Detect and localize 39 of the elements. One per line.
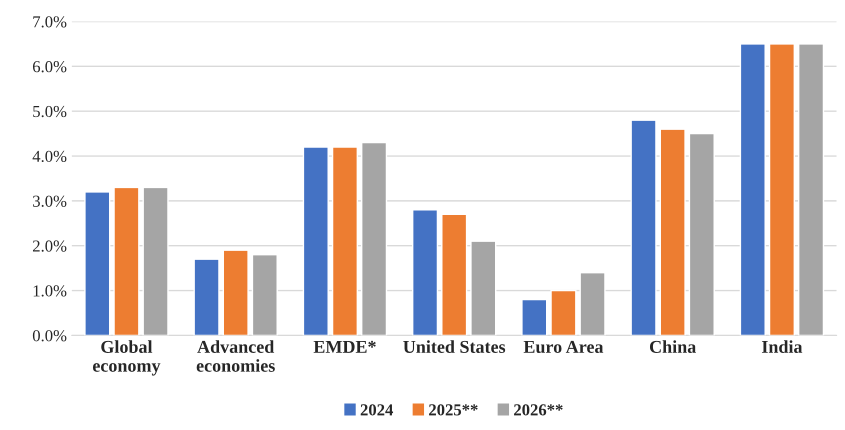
bar xyxy=(521,298,548,336)
bar xyxy=(630,119,657,336)
bar xyxy=(84,191,110,336)
y-tick-label: 6.0% xyxy=(32,61,66,72)
y-tick-label: 4.0% xyxy=(32,150,66,162)
bar xyxy=(550,290,577,336)
x-tick-label: India xyxy=(762,340,802,353)
bar xyxy=(193,258,220,336)
bar xyxy=(302,146,329,336)
bar xyxy=(142,186,169,336)
bar xyxy=(798,43,824,336)
legend-label: 2024 xyxy=(360,404,394,416)
y-tick-label: 1.0% xyxy=(34,285,66,297)
bar xyxy=(579,272,606,336)
x-tick-label: United States xyxy=(403,340,506,353)
y-tick-label: 7.0% xyxy=(33,16,66,28)
legend-label: 2026** xyxy=(514,404,563,416)
bar xyxy=(688,132,715,336)
bar xyxy=(441,214,468,336)
legend-label: 2025** xyxy=(429,404,478,416)
bar xyxy=(360,142,388,336)
x-tick-label: China xyxy=(650,340,696,353)
bar xyxy=(768,43,796,336)
x-tick-label: Euro Area xyxy=(524,340,604,354)
bar xyxy=(252,254,278,336)
y-tick-label: 2.0% xyxy=(32,240,66,252)
y-tick-label: 5.0% xyxy=(33,106,66,118)
bar xyxy=(332,146,358,336)
bar xyxy=(412,209,438,336)
bar xyxy=(470,240,496,336)
bar xyxy=(740,43,766,336)
y-tick-label: 0.0% xyxy=(32,330,66,342)
bar xyxy=(660,128,686,336)
x-tick-label: Global economy xyxy=(92,340,160,376)
bar xyxy=(113,186,140,336)
y-tick-label: 3.0% xyxy=(33,196,66,207)
x-tick-label: Advanced economies xyxy=(196,340,275,372)
x-tick-label: EMDE* xyxy=(314,340,376,353)
bar xyxy=(222,250,249,336)
